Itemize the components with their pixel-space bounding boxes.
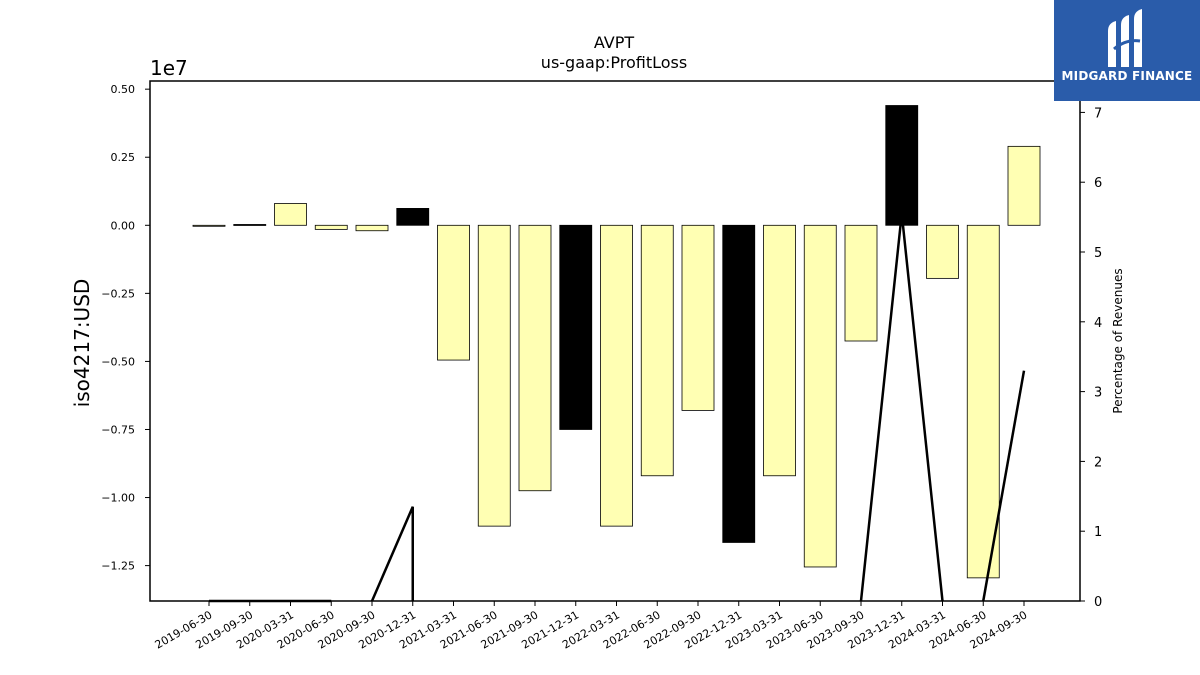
bar-2022-12-31 xyxy=(722,224,756,543)
bar-2020-03-31 xyxy=(274,203,307,226)
plot-frame xyxy=(149,80,1081,602)
bar-2021-09-30 xyxy=(518,224,552,492)
y-tick-label: −0.75 xyxy=(101,423,135,436)
y-tick-label: 0.25 xyxy=(111,151,136,164)
y2-axis-title: Percentage of Revenues xyxy=(1111,268,1125,413)
y2-tick-label: 2 xyxy=(1094,455,1102,470)
ratio-line-segment-2 xyxy=(859,213,944,602)
bar-2022-03-31 xyxy=(600,224,633,527)
bar-2023-03-31 xyxy=(763,224,796,477)
y2-tick-label: 5 xyxy=(1094,246,1102,261)
bars-group xyxy=(192,105,1041,579)
y2-tick-label: 4 xyxy=(1094,316,1102,331)
bar-2019-09-30 xyxy=(233,224,267,226)
y2-tick-label: 1 xyxy=(1094,525,1102,540)
bar-2024-06-30 xyxy=(966,224,1000,579)
bar-2023-06-30 xyxy=(803,224,837,568)
y-axis-title: iso4217:USD xyxy=(70,279,94,408)
y-tick-label: 0.00 xyxy=(111,219,136,232)
chart-title: AVPT xyxy=(594,33,635,52)
bar-2022-09-30 xyxy=(681,224,715,411)
bar-2023-09-30 xyxy=(844,224,878,342)
bar-2019-06-30 xyxy=(192,224,226,227)
bar-2024-03-31 xyxy=(926,224,959,279)
bar-2020-09-30 xyxy=(355,224,389,232)
logo-mark-icon xyxy=(1108,9,1142,67)
chart-subtitle: us-gaap:ProfitLoss xyxy=(541,53,687,72)
midgard-finance-logo: MIDGARD FINANCE xyxy=(1054,0,1200,101)
y-tick-label: −0.50 xyxy=(101,355,135,368)
y2-tick-label: 7 xyxy=(1094,106,1102,121)
y-tick-label: −1.25 xyxy=(101,560,135,573)
y2-tick-label: 3 xyxy=(1094,386,1102,401)
y-tick-label: 0.50 xyxy=(111,83,136,96)
bar-2021-06-30 xyxy=(477,224,511,527)
ratio-line-segment-1 xyxy=(370,506,414,602)
bar-2020-06-30 xyxy=(314,224,348,230)
y-scale-label: 1e7 xyxy=(150,56,188,80)
bar-2024-09-30 xyxy=(1007,145,1041,226)
bar-2020-12-31 xyxy=(396,208,430,226)
ratio-line-segment-3 xyxy=(982,370,1026,602)
bar-2021-03-31 xyxy=(437,224,470,361)
bar-2023-12-31 xyxy=(885,105,919,226)
bar-2021-12-31 xyxy=(559,224,593,430)
bar-2022-06-30 xyxy=(640,224,674,477)
y-tick-label: −1.00 xyxy=(101,492,135,505)
y2-tick-label: 6 xyxy=(1094,176,1102,191)
logo-text: MIDGARD FINANCE xyxy=(1061,69,1193,83)
y2-tick-label: 0 xyxy=(1094,595,1102,610)
y-tick-label: −0.25 xyxy=(101,287,135,300)
